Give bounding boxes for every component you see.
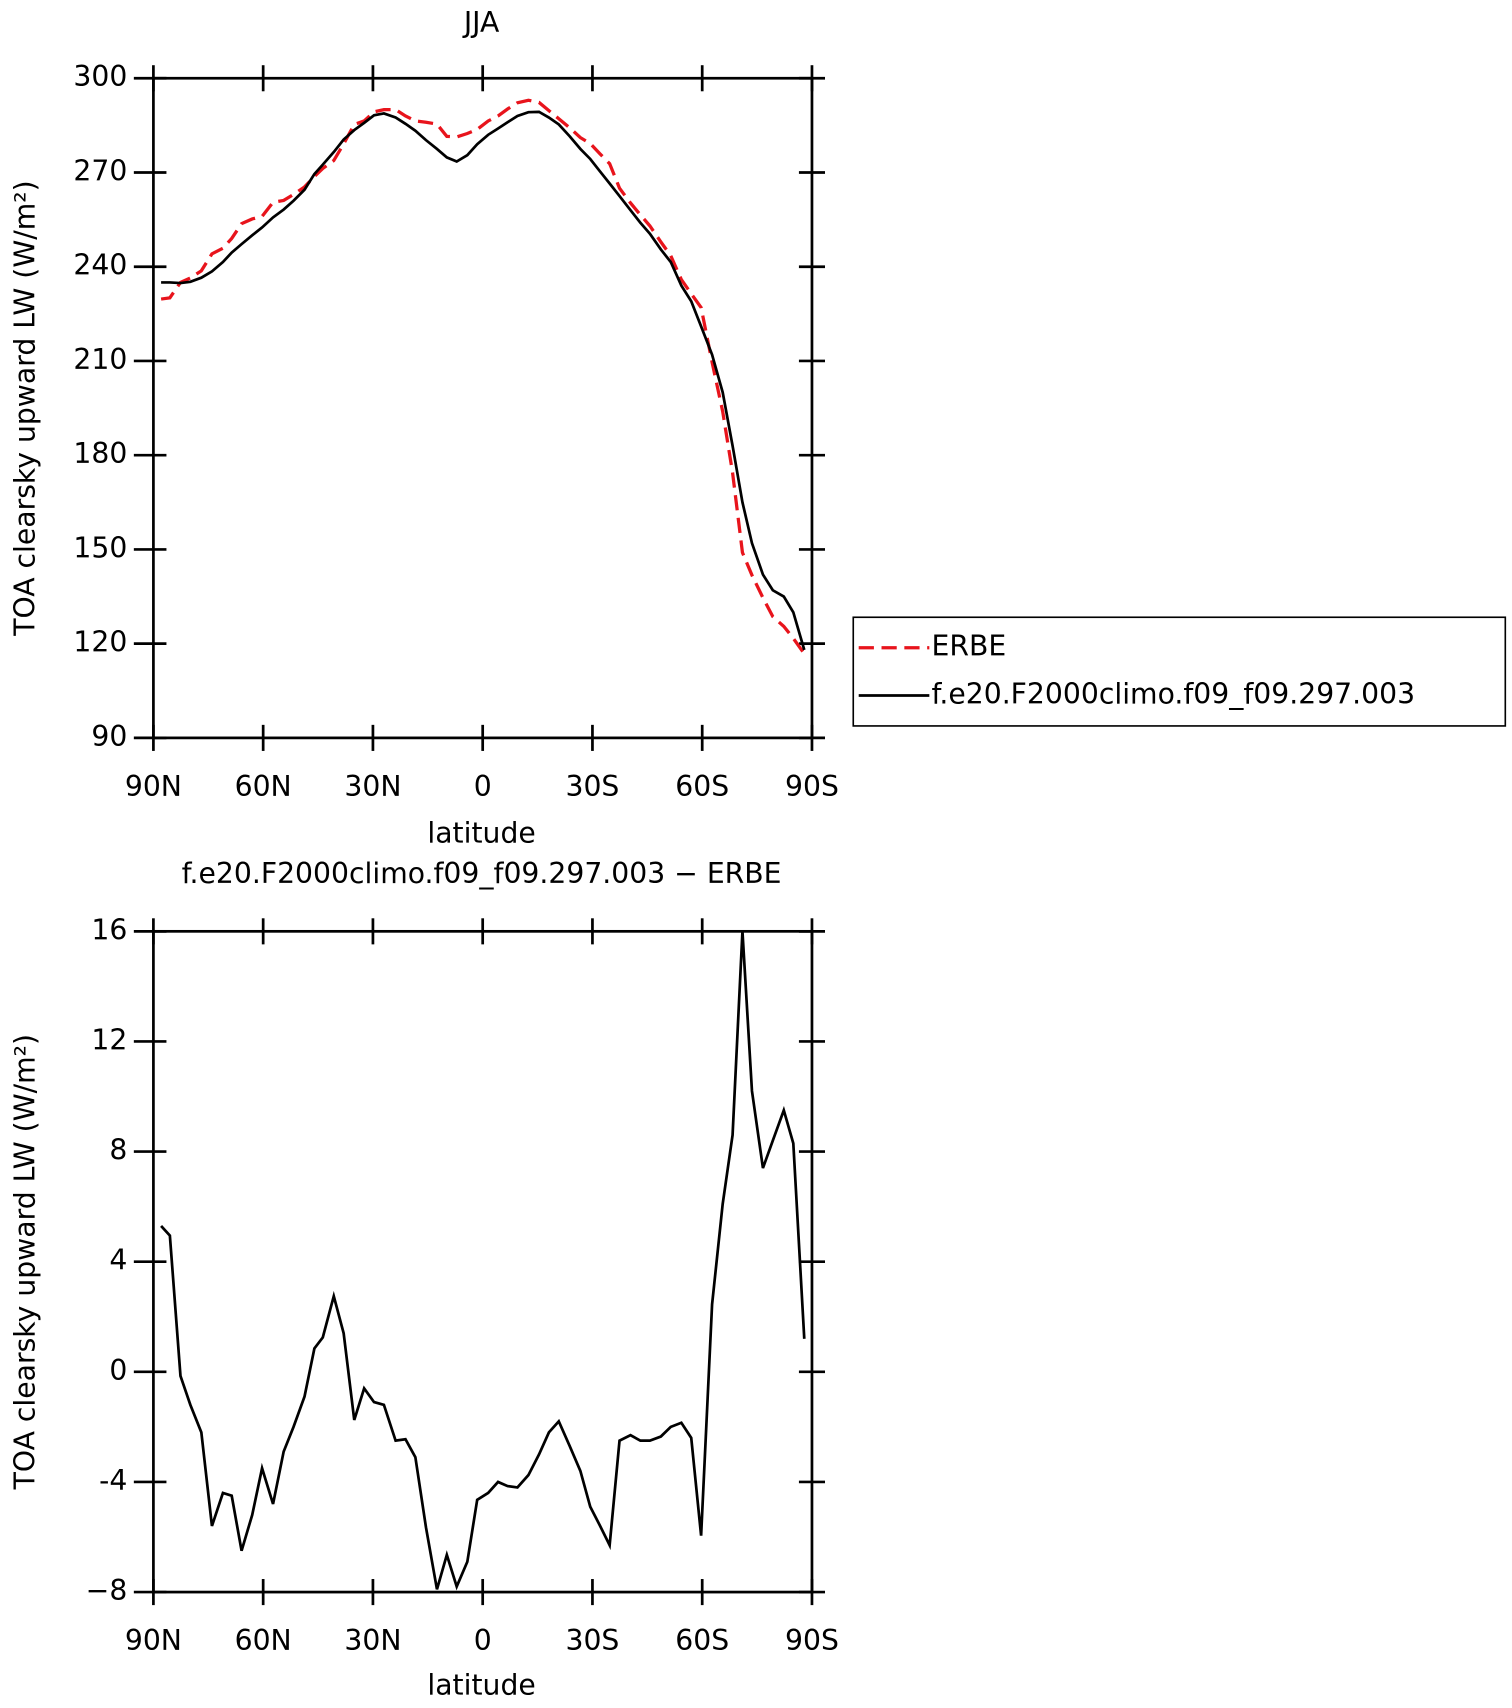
x-tick-label: 90N <box>125 770 182 803</box>
x-tick-label: 0 <box>474 770 492 803</box>
y-tick-label: 16 <box>91 913 127 946</box>
x-tick-label: 0 <box>474 1624 492 1657</box>
y-tick-label: 4 <box>109 1244 127 1277</box>
x-tick-label: 30S <box>566 770 620 803</box>
y-tick-label: 120 <box>73 626 127 659</box>
x-tick-label: 90S <box>785 770 839 803</box>
y-tick-label: 270 <box>73 154 127 187</box>
y-tick-label: -4 <box>99 1464 127 1497</box>
y-axis-label: TOA clearsky upward LW (W/m²) <box>8 180 41 636</box>
x-tick-label: 60N <box>235 1624 292 1657</box>
plot-frame <box>152 76 814 740</box>
y-tick-label: 90 <box>91 720 127 753</box>
y-tick-label: 180 <box>73 437 127 470</box>
y-tick-label: 8 <box>109 1134 127 1167</box>
x-tick-label: 90N <box>125 1624 182 1657</box>
x-tick-label: 30S <box>566 1624 620 1657</box>
y-tick-label: 150 <box>73 531 127 564</box>
x-tick-label: 60N <box>235 770 292 803</box>
x-tick-label: 60S <box>675 770 729 803</box>
x-tick-label: 60S <box>675 1624 729 1657</box>
y-axis-label: TOA clearsky upward LW (W/m²) <box>8 1034 41 1490</box>
chart-title: JJA <box>462 6 500 39</box>
y-tick-label: 300 <box>73 60 127 93</box>
data-line <box>160 931 806 1591</box>
legend-label: f.e20.F2000climo.f09_f09.297.003 <box>932 678 1416 711</box>
y-tick-label: 0 <box>109 1354 127 1387</box>
y-tick-label: −8 <box>86 1574 128 1607</box>
x-axis-label: latitude <box>427 817 535 850</box>
y-tick-label: 210 <box>73 343 127 376</box>
data-line <box>161 110 806 651</box>
legend-box <box>852 616 1507 727</box>
x-tick-label: 30N <box>344 1624 401 1657</box>
plot-frame <box>152 929 814 1594</box>
chart-title: f.e20.F2000climo.f09_f09.297.003 − ERBE <box>182 857 782 890</box>
y-tick-label: 240 <box>73 249 127 282</box>
x-tick-label: 30N <box>344 770 401 803</box>
legend-label: ERBE <box>932 630 1007 663</box>
x-tick-label: 90S <box>785 1624 839 1657</box>
data-line <box>160 98 806 655</box>
y-tick-label: 12 <box>91 1023 127 1056</box>
x-axis-label: latitude <box>427 1669 535 1702</box>
